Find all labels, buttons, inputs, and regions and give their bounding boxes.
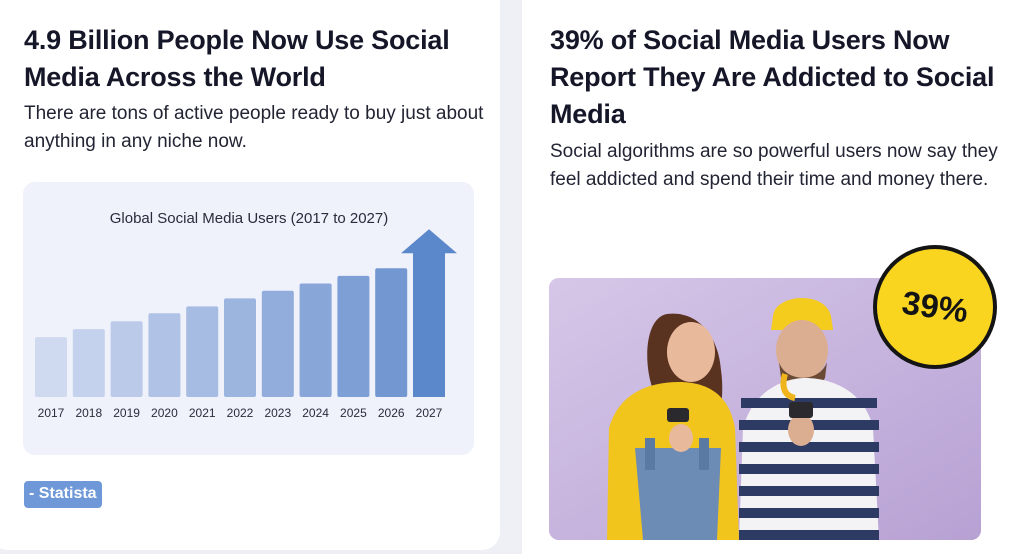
chart-x-tick-2020: 2020	[151, 406, 178, 420]
chart-x-tick-2024: 2024	[302, 406, 329, 420]
chart-x-tick-2017: 2017	[38, 406, 65, 420]
left-card-description: There are tons of active people ready to…	[24, 103, 484, 152]
left-card-title: 4.9 Billion People Now Use Social Media …	[24, 25, 450, 92]
chart-bar-2023	[261, 290, 294, 397]
bar-chart-svg: Global Social Media Users (2017 to 2027)…	[35, 210, 457, 420]
addiction-stat-badge: 39%	[873, 245, 997, 369]
chart-bar-2020	[148, 313, 181, 397]
chart-bar-2022	[224, 298, 256, 397]
chart-bar-2026	[375, 268, 408, 397]
chart-x-tick-2026: 2026	[378, 406, 405, 420]
chart-x-tick-2021: 2021	[189, 406, 216, 420]
chart-bar-2021	[186, 306, 219, 397]
chart-bar-2019	[110, 321, 143, 397]
chart-title: Global Social Media Users (2017 to 2027)	[110, 210, 388, 227]
chart-x-tick-2023: 2023	[264, 406, 291, 420]
chart-x-tick-2027: 2027	[416, 406, 443, 420]
right-card-description: Social algorithms are so powerful users …	[550, 141, 998, 190]
chart-x-tick-2019: 2019	[113, 406, 140, 420]
source-badge: - Statista	[24, 481, 102, 508]
addiction-stat-value: 39%	[899, 283, 971, 330]
chart-bar-2024	[299, 283, 332, 397]
chart-bars	[35, 229, 457, 397]
chart-bar-2017	[35, 337, 67, 397]
right-card: 39% of Social Media Users Now Report The…	[522, 0, 1024, 554]
chart-bar-2025	[337, 275, 370, 397]
chart-bar-2027	[401, 229, 457, 397]
chart-x-tick-labels: 2017 2018 2019 2020 2021 2022 2023 2024 2025 2026…	[38, 406, 443, 420]
chart-bar-2018	[72, 329, 105, 397]
left-card: 4.9 Billion People Now Use Social Media …	[0, 0, 500, 550]
right-card-title: 39% of Social Media Users Now Report The…	[550, 25, 995, 129]
chart-x-tick-2025: 2025	[340, 406, 367, 420]
chart-x-tick-2022: 2022	[227, 406, 254, 420]
chart-x-tick-2018: 2018	[75, 406, 102, 420]
social-media-users-chart: Global Social Media Users (2017 to 2027)…	[23, 182, 474, 455]
